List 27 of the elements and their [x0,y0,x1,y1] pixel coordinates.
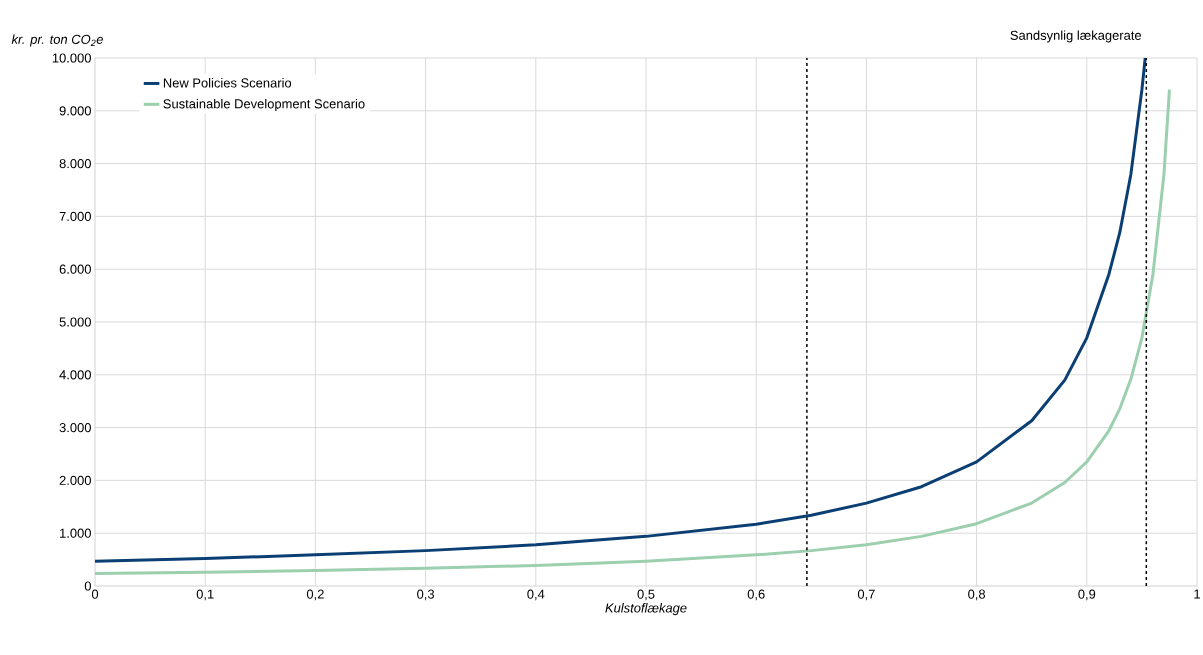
legend-label: Sustainable Development Scenario [163,98,365,111]
x-tick-label: 0,3 [417,589,435,601]
x-tick-label: 0,7 [857,589,875,601]
x-tick-label: 0 [91,589,99,599]
x-tick-label: 0,8 [968,589,986,601]
x-tick-label: 0,4 [527,589,545,601]
x-tick-label: 1 [1194,589,1200,599]
x-tick-label: 0,6 [747,589,765,601]
y-tick-label: 10.000 [52,53,91,63]
y-tick-label: 0 [84,581,91,591]
y-tick-label: 4.000 [59,370,91,380]
y-tick-label: 3.000 [59,423,91,433]
y-axis-title: kr. pr. ton CO$_{2}$e [11,34,103,47]
x-axis-title: Kulstoflækage [605,603,687,616]
y-tick-label: 9.000 [59,106,91,116]
legend-label: New Policies Scenario [163,78,292,88]
text: Sandsynlig lækagerate [1010,30,1142,43]
y-tick-label: 6.000 [59,264,91,274]
y-tick-label: 5.000 [59,317,91,327]
x-tick-label: 0,1 [196,589,214,601]
y-tick-label: 7.000 [59,211,91,221]
x-tick-label: 0,5 [637,589,655,601]
y-tick-label: 2.000 [59,475,91,485]
x-tick-label: 0,2 [306,589,324,601]
y-tick-label: 8.000 [59,159,91,169]
y-tick-label: 1.000 [60,528,91,538]
x-tick-label: 0,9 [1078,589,1096,601]
